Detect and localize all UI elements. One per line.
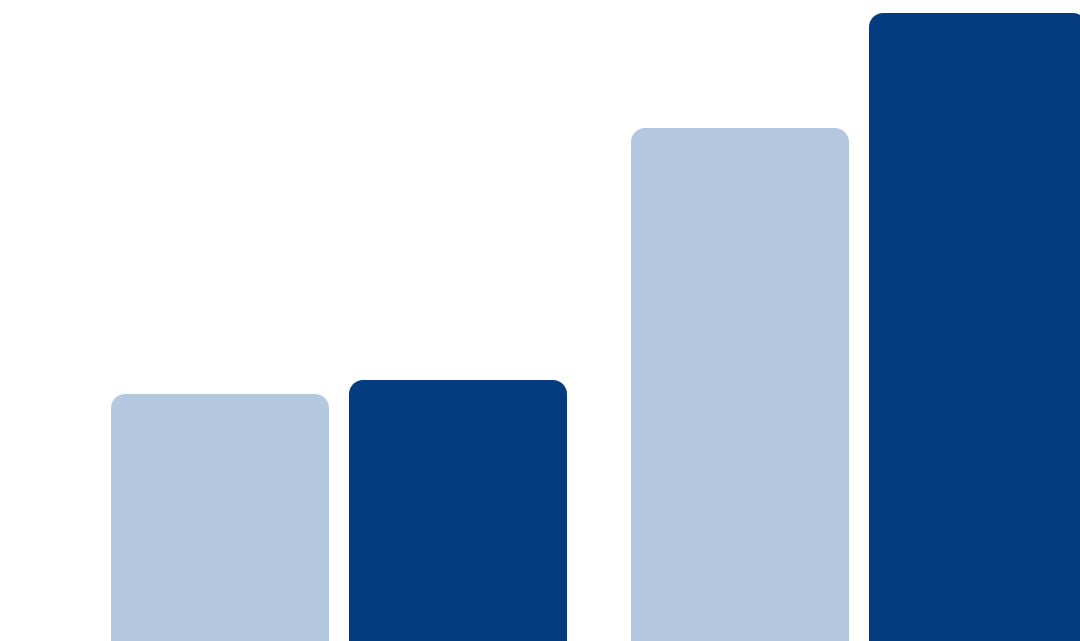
bar-3-light (631, 128, 849, 641)
bar-2-dark (349, 380, 567, 641)
bar-1-light (111, 394, 329, 641)
bar-4-dark (869, 13, 1080, 641)
bar-chart (0, 0, 1080, 641)
